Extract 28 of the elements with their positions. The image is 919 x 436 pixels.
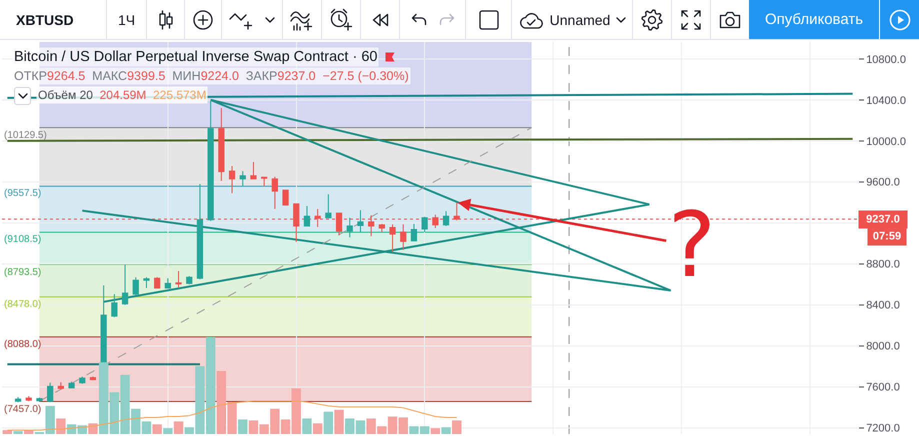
ref-line-label: (7457.0) [4, 404, 42, 415]
y-tick-label: 8400.0 [866, 300, 900, 312]
y-tick-label: 7200.0 [866, 422, 900, 435]
ref-line-label: (8793.5) [4, 267, 42, 278]
text: Unnamed [550, 12, 610, 28]
y-tick-label: 8800.0 [866, 258, 900, 271]
ref-line-label: (10129.5) [4, 130, 47, 141]
text: ОТКР9264.5 МАКС9399.5 МИН9224.0 ЗАКР9237.0 −27.5 (−0.30%) [14, 69, 409, 83]
ref-line-label: (9557.5) [4, 188, 42, 199]
annotation: Объём 20 [38, 88, 93, 102]
y-tick-label: 10800.0 [866, 54, 906, 66]
annotation: 204.59M [100, 88, 146, 102]
text: Bitcoin / US Dollar Perpetual Inverse Swap Contract · 60 [14, 49, 378, 65]
text: XBTUSD [16, 12, 74, 28]
text: 1Ч [118, 12, 136, 28]
ref-line-label: (8088.0) [4, 339, 42, 350]
y-tick-label: 9600.0 [866, 176, 900, 189]
text: 07:59 [872, 230, 902, 242]
annotation: 225.573M [152, 88, 206, 102]
ref-line-label: (8478.0) [4, 299, 42, 310]
annotation: ? [668, 193, 716, 298]
y-tick-label: 8000.0 [866, 340, 900, 353]
publish-button: Опубликовать [749, 0, 879, 39]
y-tick-label: 7600.0 [866, 382, 900, 394]
ref-line-label: (9108.5) [4, 234, 42, 245]
y-tick-label: 10000.0 [866, 136, 906, 148]
ref-line-label: 9237.0 [866, 214, 900, 226]
y-tick-label: 10400.0 [866, 94, 906, 107]
